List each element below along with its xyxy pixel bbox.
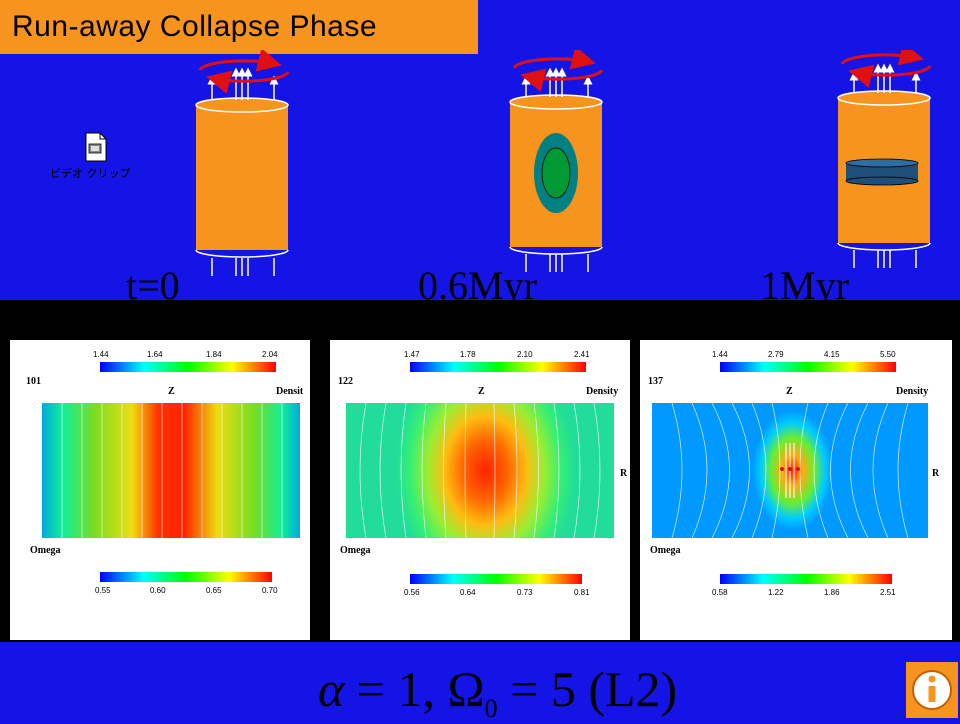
density-tick: 2.10: [517, 350, 533, 359]
omega-symbol: Ω: [447, 661, 485, 717]
omega-tick: 0.56: [404, 588, 420, 597]
omega-colorbar: [720, 574, 892, 584]
density-tick: 1.47: [404, 350, 420, 359]
density-tick: 1.44: [93, 350, 109, 359]
density-label: Density: [586, 386, 619, 397]
axis-z-label: Z: [786, 386, 793, 397]
cylinder-1myr: [837, 50, 932, 268]
formula-part-1: = 1,: [344, 661, 448, 717]
density-plot: [42, 403, 300, 538]
density-colorbar: [720, 362, 896, 372]
step-label: 122: [338, 376, 353, 387]
step-label: 101: [26, 376, 41, 387]
omega-subscript: 0: [484, 694, 498, 723]
title-bar: [0, 0, 478, 54]
step-label: 137: [648, 376, 663, 387]
omega-label: Omega: [650, 545, 681, 556]
omega-tick: 1.22: [768, 588, 784, 597]
density-label: Density: [896, 386, 929, 397]
density-tick: 1.78: [460, 350, 476, 359]
simulation-panel-101: 1.44 1.64 1.84 2.04 101 Z Densit Omega 0…: [10, 340, 310, 640]
cylinder-0-6myr: [509, 50, 604, 272]
omega-colorbar: [410, 574, 582, 584]
omega-label: Omega: [30, 545, 61, 556]
density-tick: 4.15: [824, 350, 840, 359]
omega-tick: 0.55: [95, 586, 111, 595]
omega-tick: 0.60: [150, 586, 166, 595]
omega-tick: 0.81: [574, 588, 590, 597]
density-tick: 5.50: [880, 350, 896, 359]
density-colorbar: [410, 362, 586, 372]
omega-label: Omega: [340, 545, 371, 556]
omega-tick: 1.86: [824, 588, 840, 597]
density-tick: 1.44: [712, 350, 728, 359]
omega-tick: 0.73: [517, 588, 533, 597]
axis-z-label: Z: [478, 386, 485, 397]
density-plot: [346, 403, 614, 538]
formula-part-2: = 5 (L2): [497, 661, 678, 717]
density-colorbar: [100, 362, 276, 372]
omega-tick: 0.65: [206, 586, 222, 595]
density-tick: 1.84: [206, 350, 222, 359]
density-label: Densit: [276, 386, 304, 397]
density-tick: 2.41: [574, 350, 590, 359]
info-icon: [912, 670, 952, 710]
omega-tick: 0.58: [712, 588, 728, 597]
alpha-symbol: α: [318, 661, 345, 717]
video-file-icon[interactable]: [84, 132, 108, 167]
omega-tick: 0.70: [262, 586, 278, 595]
cylinder-t0: [195, 50, 290, 276]
density-plot: [652, 403, 928, 538]
axis-r-label: R: [620, 468, 628, 479]
simulation-panel-122: 1.47 1.78 2.10 2.41 122 Z Density R Omeg…: [330, 340, 630, 640]
axis-r-label: R: [932, 468, 940, 479]
density-tick: 1.64: [147, 350, 163, 359]
omega-colorbar: [100, 572, 272, 582]
info-button[interactable]: [906, 662, 958, 718]
omega-tick: 0.64: [460, 588, 476, 597]
simulation-panel-137: 1.44 2.79 4.15 5.50 137 Z Density R Omeg…: [640, 340, 952, 640]
video-clip-label[interactable]: ビデオ クリップ: [50, 167, 131, 180]
axis-z-label: Z: [168, 386, 175, 397]
cylinder-diagram: [195, 50, 932, 276]
parameter-formula: α = 1, Ω0 = 5 (L2): [318, 660, 677, 724]
omega-tick: 2.51: [880, 588, 896, 597]
density-tick: 2.79: [768, 350, 784, 359]
slide-title: Run-away Collapse Phase: [12, 10, 378, 43]
density-tick: 2.04: [262, 350, 278, 359]
